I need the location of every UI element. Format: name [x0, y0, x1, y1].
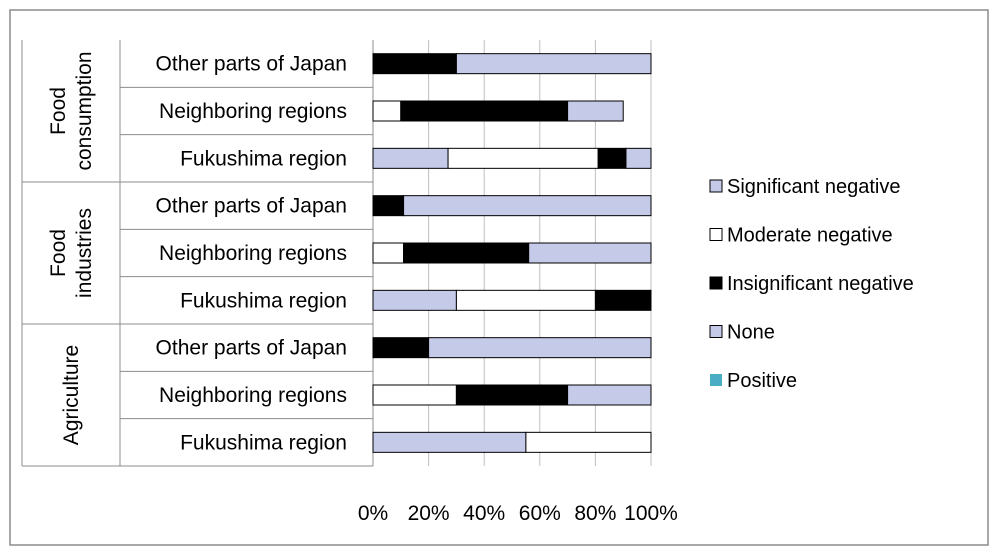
bar-segment: [400, 100, 569, 122]
legend: Significant negative Moderate negative Ins…: [709, 176, 914, 392]
bar-segment: [372, 384, 457, 406]
bar-segment: [403, 195, 652, 217]
category-label: Fukushima region: [180, 431, 347, 454]
group-label: Food: [47, 229, 70, 277]
bar-segment: [528, 242, 652, 264]
legend-label: Significant negative: [727, 176, 900, 198]
legend-swatch: [710, 374, 722, 386]
bar-segment: [447, 147, 599, 169]
group-label: consumption: [73, 51, 96, 170]
bar-segment: [372, 337, 430, 359]
category-label: Neighboring regions: [159, 100, 347, 123]
legend-label: Positive: [727, 370, 797, 392]
category-label: Neighboring regions: [159, 384, 347, 407]
bar-segment: [625, 147, 652, 169]
group-label: Agriculture: [60, 345, 83, 445]
bar-segment: [455, 289, 596, 311]
bar-segment: [567, 100, 624, 122]
x-tick-label: 60%: [519, 502, 561, 525]
category-label: Other parts of Japan: [156, 53, 347, 76]
bars: [372, 53, 652, 453]
bar-segment: [597, 147, 627, 169]
x-tick-label: 0%: [358, 502, 388, 525]
category-axis: Other parts of Japan Neighboring regions F…: [21, 40, 374, 467]
bar-segment: [372, 289, 457, 311]
group-label: industries: [73, 208, 96, 298]
category-label: Neighboring regions: [159, 242, 347, 265]
legend-label: None: [727, 322, 775, 344]
group-label: Food: [47, 87, 70, 135]
x-tick-label: 20%: [408, 502, 450, 525]
bar-segment: [567, 384, 652, 406]
x-axis-ticks: 0% 20% 40% 60% 80% 100%: [358, 502, 678, 525]
bar-segment: [372, 147, 449, 169]
x-tick-label: 40%: [463, 502, 505, 525]
x-tick-label: 80%: [574, 502, 616, 525]
bar-segment: [372, 53, 457, 75]
bar-segment: [594, 289, 652, 311]
bar-segment: [372, 242, 405, 264]
category-label: Fukushima region: [180, 289, 347, 312]
bar-segment: [428, 337, 652, 359]
legend-swatch: [709, 179, 723, 193]
bar-segment: [372, 195, 405, 217]
x-tick-label: 100%: [624, 502, 678, 525]
legend-swatch: [709, 276, 723, 290]
category-label: Fukushima region: [180, 147, 347, 170]
legend-swatch: [709, 228, 723, 241]
legend-label: Moderate negative: [727, 225, 893, 247]
legend-label: Insignificant negative: [727, 273, 914, 295]
bar-segment: [372, 431, 527, 453]
category-label: Other parts of Japan: [156, 337, 347, 360]
bar-segment: [403, 242, 530, 264]
chart-border: [9, 9, 989, 546]
bar-segment: [455, 384, 569, 406]
bar-segment: [525, 431, 652, 453]
bar-segment: [455, 53, 652, 75]
category-label: Other parts of Japan: [156, 195, 347, 218]
legend-swatch: [709, 325, 723, 338]
bar-segment: [372, 100, 402, 122]
